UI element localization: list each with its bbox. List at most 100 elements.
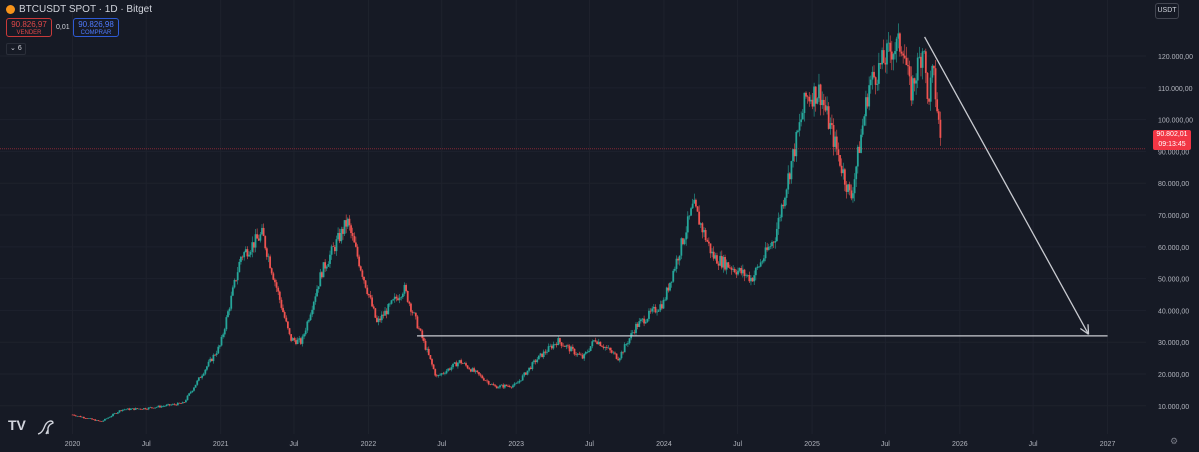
candle (730, 267, 733, 270)
candle (601, 345, 603, 347)
time-axis: 2020 Jul 2021 Jul 2022 Jul 2023 Jul 2024 Jul 2025 J… (65, 441, 1116, 448)
candle (414, 312, 417, 317)
candle (330, 246, 333, 255)
candle (793, 149, 796, 157)
candle (512, 385, 514, 388)
candle (900, 51, 903, 54)
candle (416, 316, 419, 329)
x-tick-label: 2026 (952, 441, 968, 448)
candle (602, 346, 605, 349)
candle (435, 375, 438, 377)
candle (343, 220, 346, 234)
candle (73, 414, 76, 416)
candle (447, 368, 450, 371)
candle (703, 230, 705, 233)
candle (384, 310, 386, 316)
gear-icon[interactable]: ⚙ (1170, 436, 1179, 446)
candle (518, 380, 521, 383)
candle (453, 362, 456, 364)
candle (252, 242, 255, 248)
candle (627, 343, 629, 345)
candle (136, 408, 139, 409)
candle (142, 408, 145, 410)
candle (380, 314, 383, 321)
candle (293, 338, 296, 341)
candle (100, 421, 103, 422)
candle (559, 338, 561, 343)
projection-arrow (924, 36, 1090, 335)
candle (537, 355, 540, 360)
candle (460, 360, 463, 364)
candle (228, 308, 231, 312)
candle (461, 363, 464, 364)
candle (784, 197, 786, 207)
candle (751, 277, 754, 282)
candle (704, 230, 707, 241)
candle (108, 417, 111, 418)
candle (639, 319, 642, 322)
x-tick-label: Jul (289, 441, 298, 448)
candle (259, 234, 262, 241)
candle (214, 354, 216, 356)
candle (698, 211, 701, 225)
candle (455, 362, 458, 367)
candle (682, 238, 684, 245)
candle (112, 413, 114, 417)
candle (525, 372, 527, 375)
candle (238, 261, 241, 273)
candle (656, 311, 658, 313)
candle (233, 280, 236, 288)
candle (494, 385, 497, 387)
candle (282, 307, 284, 313)
candle (536, 359, 539, 363)
candle (202, 373, 205, 376)
candle (270, 268, 273, 274)
candle (452, 363, 454, 368)
candle (175, 404, 178, 406)
candle (81, 416, 84, 418)
symbol-header[interactable]: BTCUSDT SPOT · 1D · Bitget (6, 4, 152, 15)
candle (314, 296, 317, 302)
currency-selector[interactable]: USDT (1155, 3, 1179, 19)
candle (795, 131, 798, 157)
buy-button[interactable]: 90.826,98 COMPRAR (73, 18, 119, 37)
sell-button[interactable]: 90.826,97 VENDER (6, 18, 52, 37)
candle (125, 409, 127, 411)
candle (261, 227, 263, 235)
candle (915, 80, 918, 84)
candle (811, 99, 814, 107)
candle (842, 169, 845, 174)
candle (165, 404, 168, 406)
candle (669, 282, 671, 291)
candle (301, 336, 304, 344)
candle (128, 408, 131, 410)
candle (714, 255, 717, 259)
candle (771, 241, 773, 247)
candle (102, 420, 105, 422)
dinosaur-icon[interactable] (36, 418, 56, 436)
candle (741, 269, 744, 274)
candle (178, 402, 181, 404)
candle (267, 256, 270, 258)
candle (363, 276, 365, 281)
candle (580, 354, 582, 356)
candle (618, 358, 621, 361)
candle (367, 293, 370, 296)
candle (903, 55, 906, 58)
candle (503, 384, 506, 388)
candle (304, 330, 307, 335)
candle (458, 360, 461, 363)
candle (756, 266, 759, 268)
candle (222, 334, 225, 337)
candle (210, 358, 213, 362)
candle (97, 420, 100, 421)
tradingview-logo-icon[interactable]: TV (8, 417, 26, 433)
indicators-toggle[interactable]: ⌄ 6 (6, 43, 26, 55)
candle (285, 317, 288, 322)
candle (212, 354, 215, 362)
candle (500, 384, 503, 386)
candle (520, 380, 522, 382)
grid (0, 0, 1146, 434)
candle (866, 97, 869, 107)
